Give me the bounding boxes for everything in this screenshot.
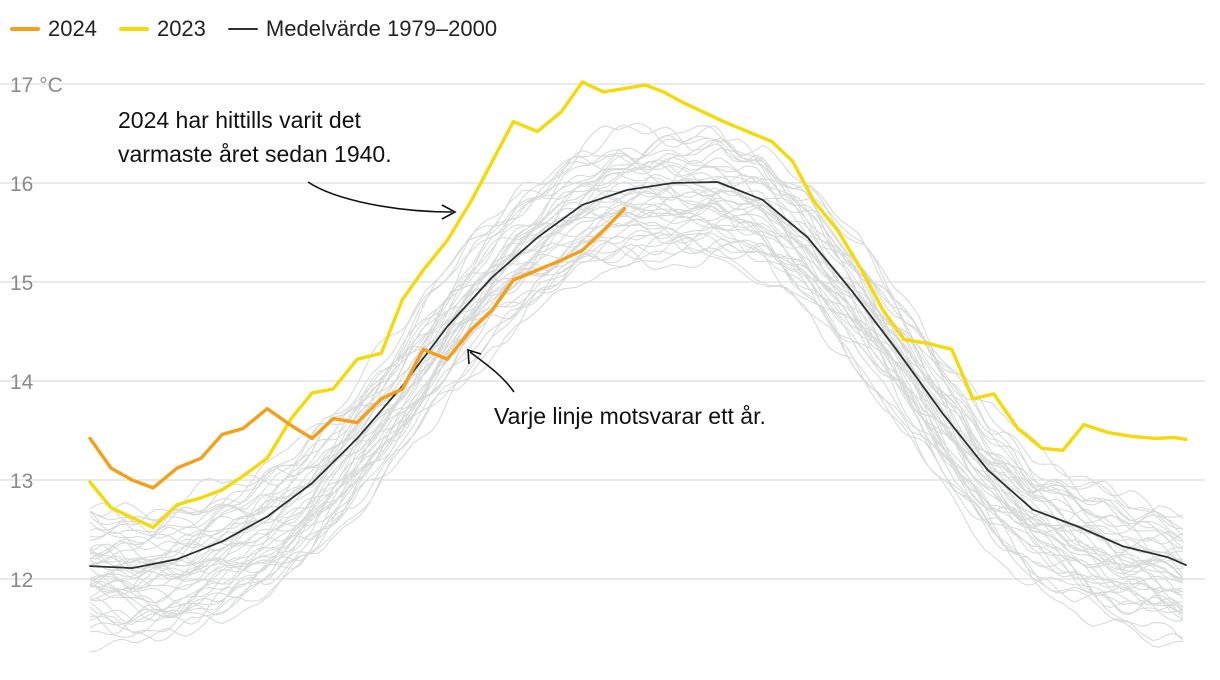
y-axis-labels: 12 13 14 15 16 17 °C [10, 74, 63, 592]
year-line [89, 197, 1184, 604]
annotation-years-arrow [469, 351, 515, 393]
year-line [89, 243, 1184, 642]
legend-label-2023: 2023 [156, 16, 206, 41]
annotation-2024-line-2: varmaste året sedan 1940. [118, 141, 392, 167]
annotation-2024: 2024 har hittills varit det varmaste åre… [118, 107, 457, 220]
series-lines [88, 80, 1188, 569]
year-line [89, 172, 1184, 563]
y-tick-label: 17 °C [10, 74, 63, 97]
year-line [89, 213, 1184, 619]
year-line [89, 189, 1184, 584]
year-line [89, 232, 1184, 625]
year-line [89, 124, 1184, 536]
year-line [89, 137, 1184, 548]
legend: 2024 2023 Medelvärde 1979–2000 [10, 14, 497, 44]
year-line [89, 174, 1184, 580]
year-line [89, 212, 1184, 607]
legend-label-mean: Medelvärde 1979–2000 [265, 16, 498, 41]
y-tick-label: 12 [10, 569, 33, 592]
year-line [89, 181, 1184, 583]
year-line [89, 208, 1184, 625]
year-line [89, 190, 1184, 604]
legend-swatch-2024 [10, 27, 40, 31]
legend-swatch-mean [227, 28, 258, 30]
legend-item-2024: 2024 [10, 16, 97, 42]
annotation-years-text: Varje linje motsvarar ett år. [494, 403, 766, 429]
year-line [89, 199, 1184, 587]
year-line [89, 139, 1184, 542]
annotation-years-arrowhead [467, 348, 482, 365]
annotation-2024-line-1: 2024 har hittills varit det [118, 107, 362, 133]
year-line [89, 176, 1184, 582]
year-line [89, 223, 1184, 619]
annotation-years: Varje linje motsvarar ett år. [467, 348, 766, 429]
annotation-2024-arrow [307, 181, 453, 213]
legend-label-2024: 2024 [48, 16, 97, 41]
y-tick-label: 15 [10, 272, 33, 295]
y-tick-label: 16 [10, 173, 33, 196]
y-tick-label: 13 [10, 470, 33, 493]
year-line [89, 215, 1184, 636]
year-line [89, 159, 1184, 570]
year-line [89, 122, 1184, 531]
year-line [89, 125, 1184, 565]
series-line-2023 [88, 80, 1188, 530]
series-line-2024 [88, 207, 627, 490]
year-line [89, 162, 1184, 553]
grid [0, 83, 1205, 580]
year-line [89, 125, 1184, 555]
year-line [89, 134, 1184, 560]
legend-item-2023: 2023 [118, 16, 206, 42]
annotation-2024-arrowhead [441, 204, 457, 220]
year-line [89, 223, 1184, 634]
year-line [89, 144, 1184, 539]
series-line-mean [89, 181, 1187, 569]
legend-swatch-2023 [118, 27, 149, 31]
year-line [89, 216, 1184, 638]
y-tick-label: 14 [10, 371, 34, 394]
legend-item-mean: Medelvärde 1979–2000 [227, 16, 498, 42]
year-line [89, 172, 1184, 588]
background-years [89, 122, 1184, 652]
